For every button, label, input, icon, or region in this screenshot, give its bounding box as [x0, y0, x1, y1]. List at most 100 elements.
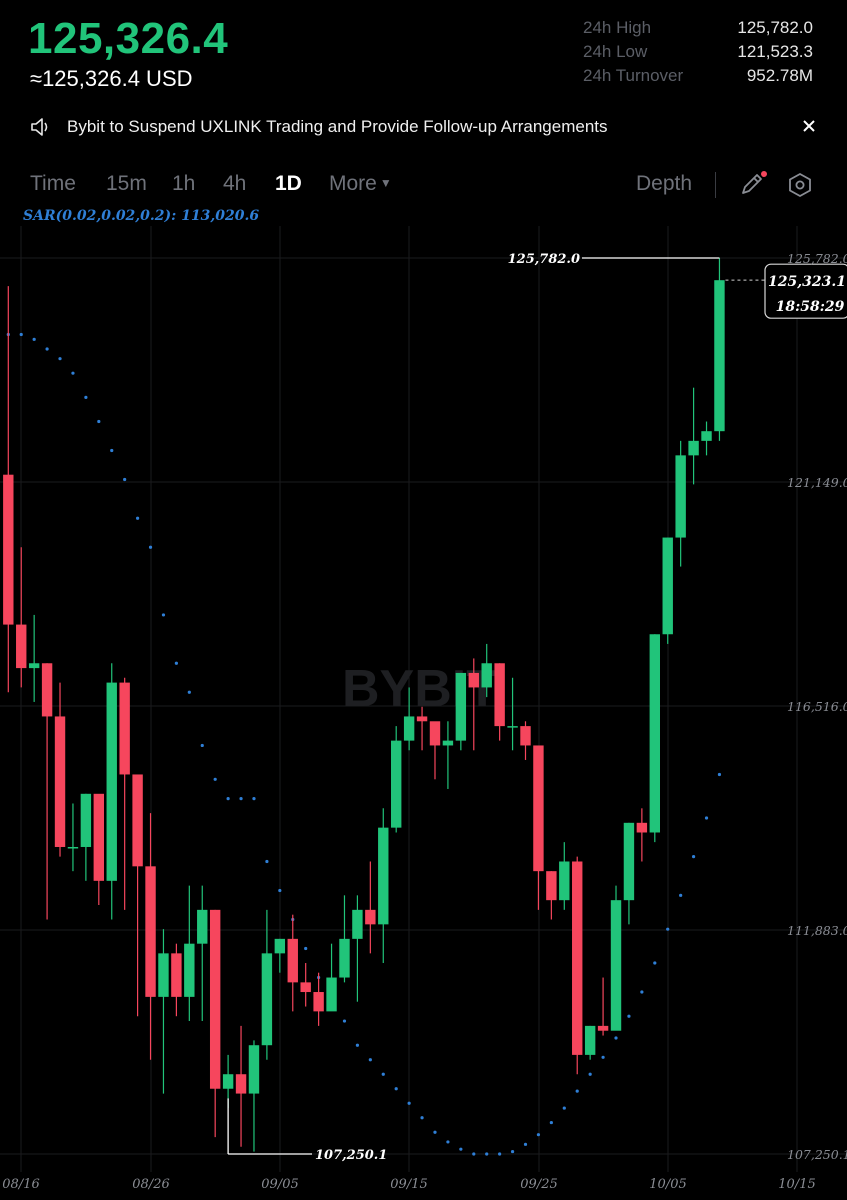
candle-body	[80, 793, 92, 847]
sar-dot	[148, 545, 153, 549]
sar-dot	[420, 1116, 424, 1120]
candle-body	[597, 1025, 609, 1031]
announcement-text[interactable]: Bybit to Suspend UXLINK Trading and Prov…	[67, 117, 608, 136]
tab-4h[interactable]: 4h	[223, 172, 247, 195]
candle-body	[106, 682, 117, 881]
candle-body	[235, 1074, 247, 1094]
sar-dot	[161, 613, 166, 617]
sar-dot	[213, 777, 217, 781]
sar-dot	[200, 743, 204, 748]
sar-dot	[19, 332, 23, 337]
candle-body	[93, 793, 105, 881]
y-tick-label: 116,516.0	[787, 699, 847, 714]
x-tick-label: 08/16	[2, 1177, 39, 1192]
sar-dot	[704, 816, 709, 820]
candle-body	[313, 992, 324, 1012]
current-price-box	[764, 263, 847, 319]
divider	[715, 172, 716, 198]
candle-body	[701, 431, 712, 441]
sar-dot	[123, 477, 127, 482]
sar-dot	[472, 1152, 476, 1156]
candle-body	[365, 909, 376, 925]
hexagon-settings-icon[interactable]	[786, 171, 814, 199]
candle-body	[300, 982, 311, 993]
candle-body	[636, 822, 648, 833]
sar-dot	[627, 1014, 631, 1018]
sar-dot	[601, 1055, 605, 1059]
candle-body	[3, 474, 14, 625]
candle-body	[455, 672, 467, 741]
sar-dot	[717, 772, 722, 777]
sar-dot	[265, 859, 269, 864]
pencil-icon[interactable]	[738, 170, 768, 200]
sar-dot	[381, 1072, 385, 1076]
y-tick-label: 107,250.1	[787, 1147, 847, 1162]
sar-dot	[174, 661, 178, 665]
sar-dot	[562, 1106, 566, 1110]
sar-dot	[58, 357, 62, 361]
stat-label: 24h Low	[583, 42, 648, 61]
y-tick-label: 111,883.0	[787, 923, 847, 938]
sar-dot	[536, 1133, 541, 1137]
x-axis: 08/16 08/26 09/05 09/15 09/25 10/05 10/15	[2, 1177, 815, 1192]
stat-value: 952.78M	[746, 66, 813, 85]
sar-dot	[187, 690, 191, 694]
candle-body	[41, 663, 53, 717]
low-marker-label: 107,250.1	[315, 1148, 387, 1163]
candle-body	[416, 716, 428, 722]
speaker-icon	[31, 118, 48, 136]
candle-body	[67, 846, 79, 849]
sar-dot	[691, 855, 696, 859]
sar-dot	[71, 371, 75, 375]
candle-body	[429, 721, 441, 746]
chart-markers: 125,782.0 107,250.1 125,323.1 18:58:29	[227, 252, 847, 1163]
sar-dots	[6, 332, 722, 1156]
candle-body	[688, 440, 699, 456]
tab-more-label: More	[329, 172, 377, 195]
candle-body	[132, 774, 143, 867]
tab-more[interactable]: More ▼	[329, 172, 392, 196]
candle-body	[584, 1025, 596, 1055]
sar-dot	[640, 990, 644, 994]
candle-body	[662, 537, 673, 635]
sar-dot	[588, 1072, 592, 1076]
sar-dot	[549, 1120, 553, 1125]
candles	[3, 258, 725, 1152]
sar-dot	[407, 1101, 411, 1105]
tab-1h[interactable]: 1h	[172, 172, 196, 195]
sar-dot	[433, 1130, 437, 1134]
candle-body	[197, 909, 208, 944]
candle-body	[623, 822, 635, 901]
stats-panel: 24h High 125,782.0 24h Low 121,523.3 24h…	[583, 18, 813, 90]
watermark: BYBIT	[342, 660, 498, 718]
candle-body	[145, 866, 156, 997]
sar-dot	[304, 946, 308, 951]
tab-1d[interactable]: 1D	[275, 172, 302, 195]
x-tick-label: 09/25	[520, 1177, 557, 1192]
candlestick-chart[interactable]: BYBIT 125,782.0 107,250.1 125,323.1 18:58:2…	[0, 226, 847, 1200]
sar-dot	[226, 797, 230, 801]
candle-body	[209, 909, 221, 1089]
candle-body	[378, 827, 389, 925]
tab-15m[interactable]: 15m	[106, 172, 147, 195]
candle-body	[520, 726, 531, 746]
sar-dot	[394, 1087, 398, 1091]
candle-body	[274, 938, 286, 954]
close-icon[interactable]	[799, 116, 819, 136]
candle-body	[28, 663, 40, 669]
sar-dot	[110, 448, 114, 453]
stat-value: 125,782.0	[737, 18, 813, 37]
candle-body	[171, 953, 182, 997]
caret-down-icon: ▼	[379, 176, 392, 190]
candle-body	[546, 871, 557, 901]
candle-body	[403, 716, 415, 741]
tab-depth[interactable]: Depth	[636, 172, 693, 195]
candle-body	[494, 663, 505, 727]
tab-time[interactable]: Time	[30, 172, 76, 195]
announcement-bar[interactable]: Bybit to Suspend UXLINK Trading and Prov…	[0, 108, 847, 146]
candle-body	[158, 953, 169, 997]
candle-body	[442, 740, 454, 746]
candle-body	[326, 977, 337, 1012]
high-marker-label: 125,782.0	[508, 252, 580, 267]
candle-body	[507, 726, 518, 728]
